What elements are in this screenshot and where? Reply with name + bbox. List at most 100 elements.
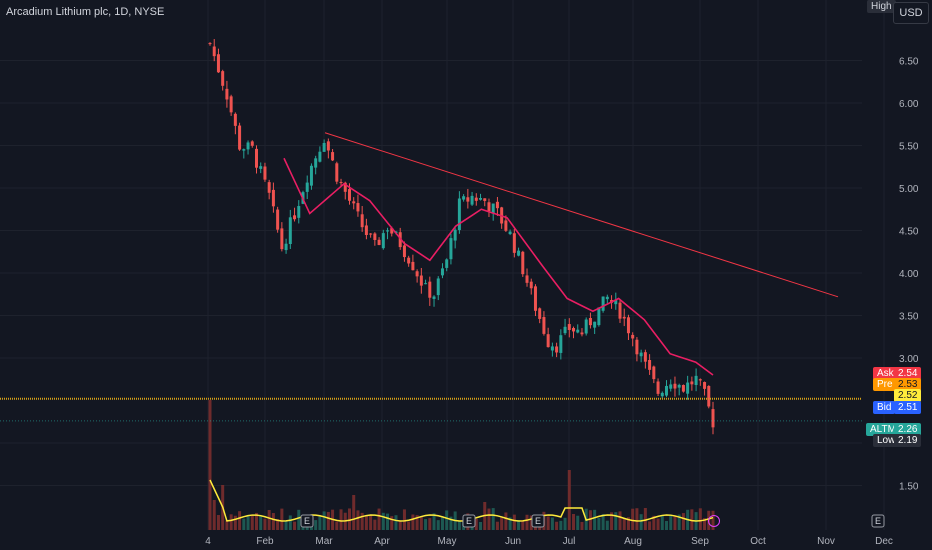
volume-bar bbox=[495, 521, 499, 530]
volume-bar bbox=[288, 515, 292, 530]
volume-bar bbox=[648, 521, 652, 530]
candle-body bbox=[495, 201, 499, 209]
price-tag-value: 2.51 bbox=[894, 401, 922, 414]
last-price-line bbox=[0, 397, 862, 422]
candle-body bbox=[555, 346, 559, 353]
candle-body bbox=[483, 198, 487, 201]
price-tag-value: 2.53 bbox=[894, 378, 922, 391]
candle-body bbox=[339, 182, 343, 184]
time-axis: 4 Feb Mar Apr May Jun Jul Aug Sep Oct Nov Dec bbox=[205, 536, 893, 547]
chart-title: Arcadium Lithium plc, 1D, NYSE bbox=[6, 6, 165, 18]
volume-bar bbox=[660, 515, 664, 530]
x-tick-label: Aug bbox=[624, 536, 642, 547]
volume-bar bbox=[605, 520, 609, 530]
y-tick-label: 6.50 bbox=[899, 57, 919, 68]
candle-body bbox=[580, 332, 584, 335]
candle-body bbox=[364, 225, 368, 235]
volume-bar bbox=[390, 516, 394, 530]
candle-body bbox=[572, 328, 576, 332]
trend-line bbox=[324, 132, 839, 298]
candle-body bbox=[652, 366, 656, 380]
volume-bar bbox=[504, 512, 508, 530]
volume-bars bbox=[208, 400, 715, 530]
volume-bar bbox=[580, 521, 584, 530]
volume-bar bbox=[419, 516, 423, 530]
candle-body bbox=[254, 148, 258, 168]
y-tick-label: 3.50 bbox=[899, 312, 919, 323]
volume-bar bbox=[424, 519, 428, 530]
volume-bar bbox=[618, 511, 622, 530]
currency-button[interactable]: USD bbox=[893, 2, 929, 24]
candle-body bbox=[660, 392, 664, 397]
volume-bar bbox=[572, 513, 576, 530]
volume-bar bbox=[364, 515, 368, 530]
volume-bar bbox=[567, 470, 571, 530]
candle-body bbox=[381, 233, 385, 249]
candle-body bbox=[428, 281, 432, 298]
candle-body bbox=[584, 319, 588, 334]
price-tag-value: 2.54 bbox=[894, 367, 922, 380]
volume-bar bbox=[563, 517, 567, 530]
volume-bar bbox=[681, 513, 685, 530]
candle-body bbox=[669, 384, 673, 389]
event-label: E bbox=[304, 516, 310, 526]
volume-bar bbox=[428, 518, 432, 530]
volume-bar bbox=[242, 518, 246, 530]
candle-body bbox=[352, 201, 356, 204]
event-label: E bbox=[466, 516, 472, 526]
volume-bar bbox=[631, 508, 635, 530]
candle-body bbox=[432, 296, 436, 299]
volume-bar bbox=[271, 513, 275, 530]
candle-body bbox=[462, 196, 466, 200]
candle-body bbox=[639, 352, 643, 357]
candle-body bbox=[698, 379, 702, 381]
x-tick-label: Oct bbox=[750, 536, 766, 547]
volume-bar bbox=[259, 515, 263, 530]
volume-bar bbox=[356, 510, 360, 530]
candle-body bbox=[605, 296, 609, 300]
earnings-event-icon: E bbox=[300, 514, 314, 528]
candle-body bbox=[318, 151, 322, 162]
x-tick-label: May bbox=[438, 536, 457, 547]
candle-body bbox=[643, 352, 647, 362]
volume-bar bbox=[576, 515, 580, 530]
candle-body bbox=[588, 318, 592, 326]
candle-body bbox=[533, 286, 537, 311]
volume-bar bbox=[377, 508, 381, 530]
y-tick-label: 3.00 bbox=[899, 354, 919, 365]
candle-body bbox=[293, 215, 297, 220]
candle-body bbox=[347, 189, 351, 201]
candle-body bbox=[626, 317, 630, 334]
volume-bar bbox=[555, 521, 559, 530]
volume-bar bbox=[479, 521, 483, 530]
candle-body bbox=[597, 307, 601, 326]
volume-bar bbox=[381, 512, 385, 530]
candle-body bbox=[445, 259, 449, 268]
volume-bar bbox=[386, 513, 390, 530]
candle-body bbox=[415, 271, 419, 277]
x-tick-label: Apr bbox=[374, 536, 390, 547]
candle-body bbox=[263, 166, 267, 180]
price-tag-value: 2.52 bbox=[894, 389, 922, 402]
volume-bar bbox=[517, 519, 521, 530]
price-tag-value: 2.19 bbox=[894, 434, 922, 447]
volume-bar bbox=[238, 511, 242, 530]
x-tick-label: Jul bbox=[563, 536, 576, 547]
candle-body bbox=[479, 198, 483, 200]
volume-bar bbox=[436, 520, 440, 530]
candle-body bbox=[707, 386, 711, 407]
candle-body bbox=[229, 96, 233, 113]
candle-body bbox=[453, 229, 457, 241]
y-tick-label: 6.00 bbox=[899, 99, 919, 110]
volume-bar bbox=[457, 520, 461, 530]
volume-bar bbox=[550, 517, 554, 530]
volume-bar bbox=[284, 520, 288, 530]
volume-bar bbox=[402, 509, 406, 530]
candle-body bbox=[267, 182, 271, 193]
volume-bar bbox=[254, 512, 258, 530]
volume-bar bbox=[411, 514, 415, 530]
volume-bar bbox=[432, 513, 436, 530]
candle-body bbox=[309, 165, 313, 186]
candle-body bbox=[686, 382, 690, 394]
